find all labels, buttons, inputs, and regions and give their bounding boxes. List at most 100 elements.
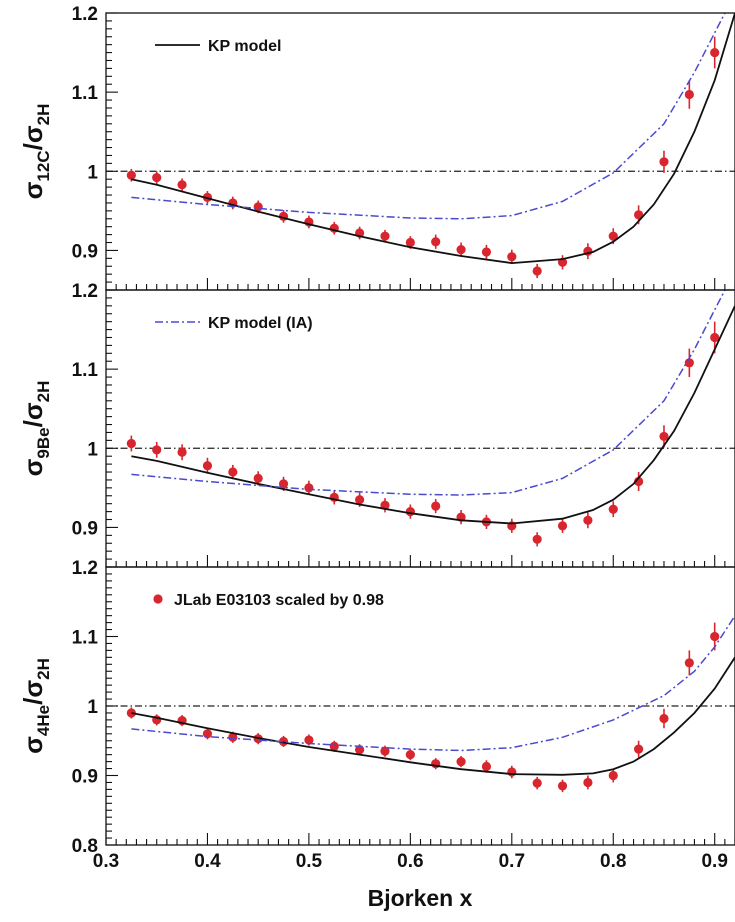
y-tick-label: 1.1: [72, 628, 99, 649]
data-point: [507, 252, 517, 262]
ylabel-num: σ: [18, 736, 48, 754]
ylabel-num-sub: 12C: [34, 150, 53, 181]
data-point: [126, 438, 136, 449]
y-tick-label: 0.9: [72, 241, 98, 262]
ylabel-den-sub: 2H: [34, 104, 53, 126]
data-point: [152, 173, 162, 183]
ylabel-den-sub: 2H: [34, 381, 53, 403]
data-point: [583, 515, 593, 525]
data-point: [278, 479, 289, 489]
data-point: [608, 231, 618, 241]
data-point: [710, 332, 720, 343]
data-point: [456, 757, 466, 767]
panel-9be: 0.9 1 1.1 1.2 KP model (IA) σ9Be/σ2H: [18, 281, 735, 568]
ylabel-sep: /: [18, 143, 48, 150]
y-tick-label: 0.8: [72, 836, 98, 857]
ylabel-num: σ: [18, 458, 48, 476]
ylabel-num: σ: [18, 181, 48, 199]
data-point: [583, 777, 593, 788]
data-point: [126, 170, 136, 180]
data-point: [532, 778, 542, 788]
data-point: [456, 245, 466, 255]
data-point: [481, 761, 492, 772]
panel-12c-legend: KP model: [155, 38, 282, 55]
y-tick-label: 1: [87, 162, 98, 183]
data-point: [228, 732, 238, 742]
ylabel-sep: /: [18, 698, 48, 705]
data-point: [405, 507, 415, 517]
panel-9be-ylabel: σ9Be/σ2H: [18, 381, 53, 477]
data-point: [152, 445, 162, 455]
data-point: [431, 501, 441, 511]
kp-model-curve: [131, 13, 735, 265]
ylabel-num-sub: 4He: [34, 705, 53, 736]
data-point: [481, 247, 492, 257]
data-point: [202, 729, 213, 739]
legend-kp-model-label: KP model: [208, 38, 282, 55]
data-point: [710, 47, 720, 58]
panel-4he-ticks: 0.8 0.9 1 1.1 1.2 0.3 0.4 0.5 0.6 0.7 0.8 0.9: [72, 558, 735, 872]
panel-4he-marks: [106, 615, 735, 793]
ylabel-den: σ: [18, 402, 48, 420]
kp-model-ia-curve: [131, 615, 735, 752]
y-tick-label: 1.2: [72, 4, 98, 25]
x-tick-label: 0.4: [194, 851, 221, 872]
data-point: [329, 741, 339, 751]
x-tick-label: 0.6: [397, 851, 423, 872]
data-point: [380, 231, 390, 241]
data-point: [634, 744, 644, 754]
data-point: [684, 658, 694, 668]
panel-4he: 0.8 0.9 1 1.1 1.2 0.3 0.4 0.5 0.6 0.7 0.8 0.9 JLab …: [18, 558, 735, 872]
data-point: [608, 504, 618, 514]
data-point: [659, 431, 669, 442]
data-point: [177, 180, 187, 190]
y-tick-label: 1.1: [72, 83, 99, 104]
y-tick-label: 0.9: [72, 518, 98, 539]
x-axis-title: Bjorken x: [368, 885, 473, 911]
kp-model-ia-curve: [131, 290, 726, 496]
panel-12c: 0.911.11.2 KP model σ12C/σ2H: [18, 4, 735, 291]
data-point: [684, 358, 694, 368]
data-point: [431, 237, 441, 247]
data-point: [710, 631, 720, 642]
data-point: [202, 461, 213, 471]
panel-9be-marks: [106, 290, 735, 547]
panel-4he-legend: JLab E03103 scaled by 0.98: [153, 592, 384, 609]
data-point: [532, 266, 542, 276]
legend-jlab-marker: [153, 594, 163, 604]
legend-kp-model-ia-label: KP model (IA): [208, 315, 313, 332]
kp-model-ia-curve: [131, 13, 726, 220]
x-tick-label: 0.3: [93, 851, 119, 872]
y-tick-label: 1: [87, 439, 98, 460]
data-point: [659, 157, 669, 167]
panel-9be-legend: KP model (IA): [155, 315, 313, 332]
data-point: [355, 745, 365, 755]
data-point: [380, 746, 390, 756]
x-tick-label: 0.8: [600, 851, 626, 872]
data-point: [405, 750, 415, 760]
data-point: [634, 210, 644, 220]
data-point: [684, 89, 694, 100]
data-point: [608, 770, 618, 781]
data-point: [355, 495, 365, 505]
data-point: [177, 447, 187, 457]
data-point: [304, 735, 314, 745]
y-tick-label: 1.1: [72, 360, 99, 381]
panel-4he-ylabel: σ4He/σ2H: [18, 658, 53, 754]
data-point: [557, 781, 568, 791]
y-tick-label: 1.2: [72, 281, 98, 302]
data-point: [228, 467, 238, 477]
x-tick-label: 0.5: [296, 851, 323, 872]
panel-9be-frame: [105, 289, 735, 568]
y-tick-label: 0.9: [72, 767, 98, 788]
ylabel-num-sub: 9Be: [34, 427, 53, 458]
data-point: [253, 473, 263, 483]
kp-model-curve: [131, 656, 735, 776]
ylabel-den: σ: [18, 680, 48, 698]
ylabel-den: σ: [18, 125, 48, 143]
data-point: [532, 534, 542, 544]
data-point: [126, 708, 136, 718]
y-tick-label: 1.2: [72, 558, 98, 579]
data-point: [405, 237, 415, 248]
